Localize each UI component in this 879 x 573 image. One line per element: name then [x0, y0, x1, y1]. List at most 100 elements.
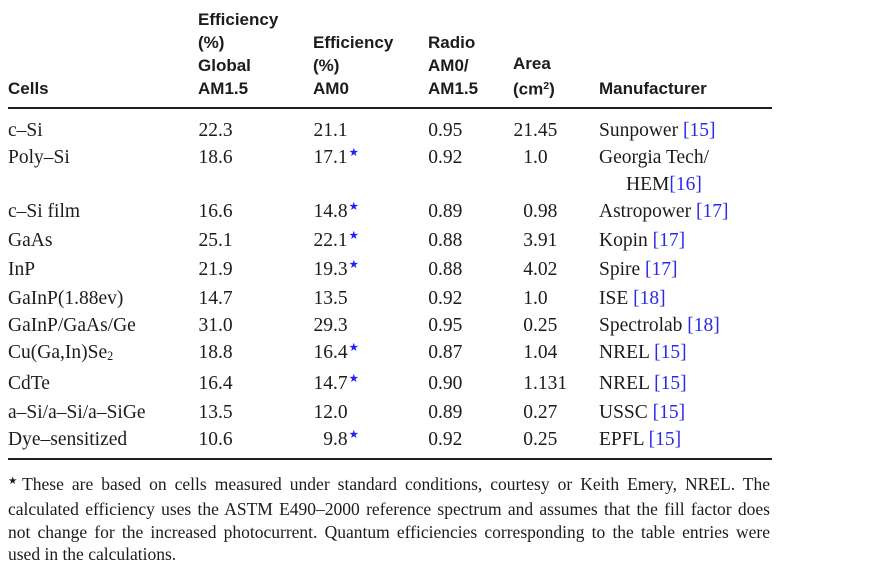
number-integer-part: 22: [313, 230, 334, 251]
citation-link[interactable]: [18]: [687, 315, 720, 336]
area-value: 1.0: [513, 285, 599, 312]
citation-link[interactable]: [16]: [669, 174, 702, 195]
citation-link[interactable]: [15]: [654, 372, 687, 394]
ratio-am0-am15-value: 0.88: [428, 227, 513, 256]
manufacturer-line: Sunpower [15]: [599, 117, 772, 144]
number-integer-part: 19: [313, 259, 334, 280]
cell-name: c–Si: [8, 120, 43, 141]
column-header-line: AM0: [313, 79, 349, 98]
number-integer-part: 21: [513, 120, 534, 141]
citation-link[interactable]: [15]: [654, 342, 687, 363]
manufacturer-line: NREL [15]: [599, 339, 772, 366]
number-integer-part: 1: [523, 147, 533, 168]
table-row: c–Si 22.3 21.1 0.95 21.45 Sunpower [15]: [8, 108, 772, 144]
efficiency-am15-value: 14.7: [198, 285, 313, 312]
number-integer-part: 0: [428, 230, 438, 251]
manufacturer-name: Spectrolab: [599, 315, 688, 336]
manufacturer-name: HEM: [626, 174, 670, 195]
column-header-line: Global: [198, 56, 251, 75]
manufacturer-cell: Kopin [17]: [599, 227, 772, 256]
manufacturer-name: EPFL: [599, 428, 649, 450]
efficiency-am0-value: 14.8★: [313, 198, 428, 227]
number-integer-part: 31: [198, 315, 219, 336]
cell-name: Poly–Si: [8, 147, 70, 168]
citation-link[interactable]: [17]: [645, 259, 678, 280]
cell-name: Dye–sensitized: [8, 425, 198, 460]
efficiency-am15-value: 25.1: [198, 227, 313, 256]
number-integer-part: 14: [198, 288, 219, 309]
area-value: 0.27: [513, 399, 599, 426]
number-integer-part: 1: [523, 342, 533, 363]
table-body: c–Si 22.3 21.1 0.95 21.45 Sunpower [15] Poly–S…: [8, 108, 772, 460]
table-header-row: Cells Efficiency (%) Global AM1.5 Efficiency (…: [8, 8, 772, 109]
citation-link[interactable]: [18]: [633, 288, 666, 309]
star-marker-icon: ★: [348, 426, 359, 441]
ratio-am0-am15-value: 0.92: [428, 425, 513, 460]
cell-name: Cu(Ga,In)Se2: [8, 342, 114, 363]
manufacturer-line: Georgia Tech/: [599, 144, 772, 171]
efficiency-am0-value: 19.3★: [313, 256, 428, 285]
efficiency-am15-value: 31.0: [198, 312, 313, 339]
table-row: CdTe 16.4 14.7★ 0.90 1.131 NREL [15]: [8, 370, 772, 399]
star-marker-icon: ★: [348, 340, 359, 354]
manufacturer-line: Spectrolab [18]: [599, 312, 772, 339]
citation-link[interactable]: [17]: [695, 201, 729, 222]
efficiency-am0-value: 21.1: [313, 108, 428, 144]
manufacturer-cell: Georgia Tech/HEM[16]: [599, 144, 772, 198]
area-value: 1.131: [513, 370, 599, 399]
table-row: InP 21.9 19.3★ 0.88 4.02 Spire [17]: [8, 256, 772, 285]
citation-link[interactable]: [17]: [652, 230, 686, 251]
number-integer-part: 12: [313, 401, 334, 423]
number-integer-part: 13: [198, 401, 219, 423]
manufacturer-line: NREL [15]: [599, 370, 772, 397]
citation-link[interactable]: [15]: [648, 428, 682, 450]
efficiency-am15-value: 21.9: [198, 256, 313, 285]
column-header-line: (cm2): [513, 79, 555, 98]
efficiency-am0-value: 14.7★: [313, 370, 428, 399]
manufacturer-line: Astropower [17]: [599, 198, 772, 225]
star-marker-icon: ★: [348, 370, 359, 385]
manufacturer-cell: NREL [15]: [599, 339, 772, 370]
column-header-line: AM1.5: [198, 79, 249, 98]
efficiency-am15-value: 18.6: [198, 144, 313, 198]
column-header-line: Efficiency: [313, 33, 394, 52]
number-integer-part: 0: [523, 428, 533, 450]
manufacturer-line: ISE [18]: [599, 285, 772, 312]
efficiency-am0-value: 12.0: [313, 399, 428, 426]
table-row: GaInP(1.88ev) 14.7 13.5 0.92 1.0 ISE [18]: [8, 285, 772, 312]
ratio-am0-am15-value: 0.89: [428, 198, 513, 227]
ratio-am0-am15-value: 0.95: [428, 312, 513, 339]
number-integer-part: 0: [428, 372, 438, 394]
number-integer-part: 0: [428, 288, 438, 309]
manufacturer-cell: Sunpower [15]: [599, 108, 772, 144]
manufacturer-cell: Spectrolab [18]: [599, 312, 772, 339]
citation-link[interactable]: [15]: [652, 401, 686, 423]
cell-name: GaInP/GaAs/Ge: [8, 315, 136, 336]
solar-cells-table: Cells Efficiency (%) Global AM1.5 Efficiency (…: [8, 8, 772, 460]
cell-name: a–Si/a–Si/a–SiGe: [8, 401, 146, 423]
manufacturer-line: Kopin [17]: [599, 227, 772, 254]
manufacturer-cell: Astropower [17]: [599, 198, 772, 227]
column-header-line: (%): [198, 33, 225, 52]
area-value: 0.25: [513, 425, 599, 460]
number-integer-part: 14: [313, 372, 334, 394]
efficiency-am15-value: 16.6: [198, 198, 313, 227]
number-integer-part: 0: [523, 201, 533, 222]
manufacturer-name: ISE: [599, 288, 634, 309]
column-header-manufacturer: Manufacturer: [599, 8, 772, 109]
number-integer-part: 0: [428, 315, 438, 336]
number-integer-part: 0: [523, 401, 533, 423]
efficiency-am15-value: 18.8: [198, 339, 313, 370]
manufacturer-line: EPFL [15]: [599, 426, 772, 453]
area-value: 21.45: [513, 108, 599, 144]
ratio-am0-am15-value: 0.89: [428, 399, 513, 426]
manufacturer-cell: Spire [17]: [599, 256, 772, 285]
star-marker-icon: ★: [348, 199, 359, 213]
ratio-am0-am15-value: 0.92: [428, 144, 513, 198]
citation-link[interactable]: [15]: [682, 120, 716, 141]
number-integer-part: 21: [313, 120, 334, 141]
number-integer-part: 16: [198, 201, 219, 222]
manufacturer-cell: ISE [18]: [599, 285, 772, 312]
ratio-am0-am15-value: 0.95: [428, 108, 513, 144]
